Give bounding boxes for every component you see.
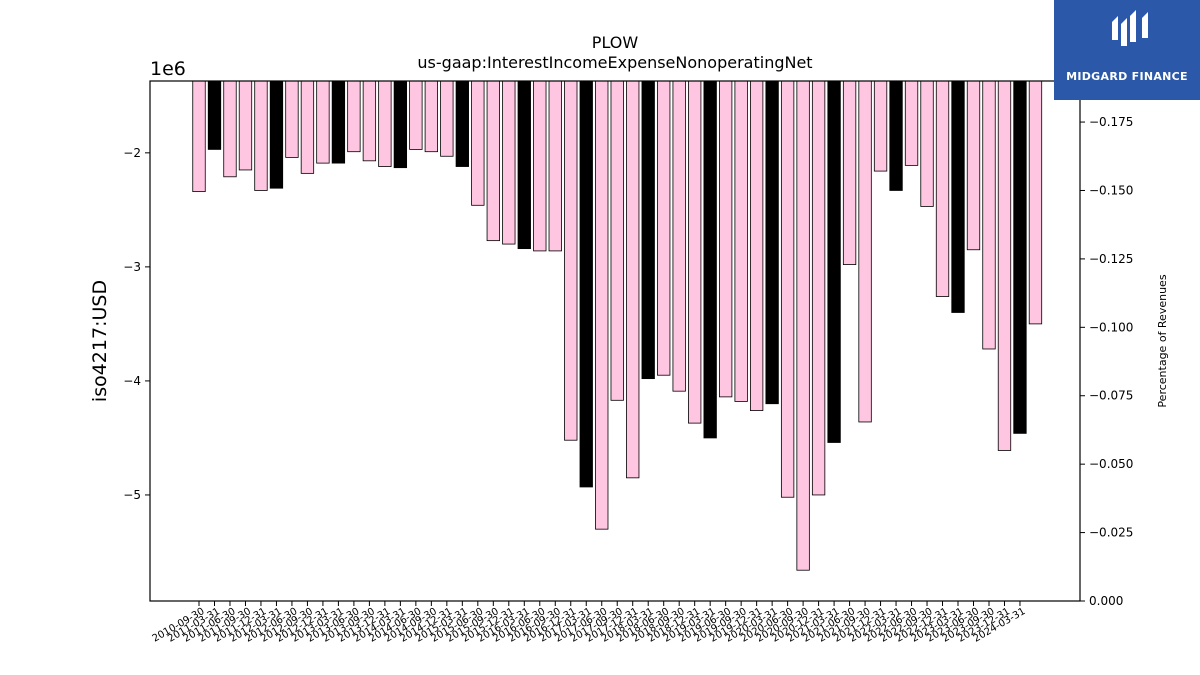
bar-2015-06-30 [486, 80, 500, 242]
y-tick-label: −5 [123, 488, 141, 502]
y-right-tick-label: −0.025 [1089, 526, 1133, 540]
y-tick-label: −2 [123, 146, 141, 160]
bar-2018-06-30 [672, 80, 686, 392]
bar-2021-03-31 [842, 80, 857, 266]
bar-2011-09-30 [254, 80, 268, 191]
y-right-tick-label: −0.075 [1089, 389, 1133, 403]
y-ticks-left-group: −2 −3 −4 −5 [123, 146, 150, 502]
bar-2020-06-30 [796, 80, 810, 571]
y-right-tick-label: −0.175 [1089, 115, 1133, 129]
x-ticks-group: 2010-09-302011-03-312011-06-302011-09-30… [151, 601, 1027, 645]
bar-2018-12-31 [703, 80, 717, 439]
y-right-tick-label: −0.150 [1089, 183, 1133, 197]
bar-2014-09-30 [440, 80, 454, 157]
bar-2018-03-31 [657, 80, 671, 376]
y-axis-label: iso4217:USD [89, 280, 111, 402]
bar-2023-06-30 [982, 80, 996, 350]
bar-2021-06-30 [858, 80, 872, 423]
midgard-logo-icon [1112, 10, 1148, 46]
plot-frame [149, 80, 1081, 602]
bar-2014-06-30 [424, 80, 439, 153]
bar-2013-09-30 [378, 80, 392, 167]
chart-title: PLOW [592, 33, 639, 52]
bar-2015-09-30 [502, 80, 516, 245]
bar-2019-03-31 [719, 80, 733, 398]
logo-text: MIDGARD FINANCE [1066, 70, 1188, 83]
bar-2013-12-31 [393, 80, 408, 169]
bar-2019-09-30 [749, 80, 764, 411]
bar-2014-12-31 [455, 80, 469, 167]
y-right-tick-label: −0.050 [1089, 457, 1133, 471]
y-right-tick-label: −0.100 [1089, 320, 1133, 334]
y-right-tick-label: −0.125 [1089, 252, 1133, 266]
bar-2020-09-30 [811, 80, 826, 496]
bar-2017-12-31 [641, 80, 655, 380]
bar-2016-09-30 [564, 80, 578, 441]
bar-2020-12-31 [827, 80, 841, 443]
y-right-tick-label: 0.000 [1089, 594, 1123, 608]
bar-2012-03-31 [285, 80, 299, 158]
bar-2012-09-30 [316, 80, 330, 164]
bar-2022-03-31 [904, 80, 919, 166]
y-ticks-right-group: 0.000 −0.025 −0.050 −0.075 −0.100 −0.125 −0.15… [1080, 115, 1133, 608]
bar-2023-12-31 [1013, 80, 1027, 434]
bar-2012-06-30 [300, 80, 315, 174]
bar-2023-03-31 [966, 80, 981, 251]
bar-2015-03-31 [471, 80, 485, 206]
y-tick-label: −4 [123, 374, 141, 388]
midgard-logo: MIDGARD FINANCE [1054, 0, 1200, 100]
bar-2017-09-30 [626, 80, 640, 479]
bar-2017-03-31 [595, 80, 609, 530]
bar-2016-12-31 [579, 80, 593, 488]
bar-2014-03-31 [409, 80, 423, 150]
bar-2022-09-30 [935, 80, 950, 297]
bar-2015-12-31 [517, 80, 531, 250]
bar-2021-09-30 [873, 80, 888, 172]
bar-2016-06-30 [548, 80, 562, 252]
bar-2019-06-30 [734, 80, 748, 402]
bar-2021-12-31 [889, 80, 903, 191]
bar-2013-03-31 [347, 80, 361, 153]
bar-2016-03-31 [533, 80, 547, 252]
bar-2010-12-31 [207, 80, 222, 150]
bar-2012-12-31 [331, 80, 346, 164]
bars-group [192, 80, 1043, 571]
bar-2011-03-31 [223, 80, 237, 178]
bar-2011-12-31 [269, 80, 284, 189]
bar-2011-06-30 [238, 80, 253, 171]
chart-subtitle: us-gaap:InterestIncomeExpenseNonoperatin… [417, 53, 812, 72]
bar-2023-09-30 [997, 80, 1012, 451]
bar-2018-09-30 [688, 80, 702, 424]
y-axis-right-label: Percentage of Revenues [1156, 274, 1169, 407]
y-tick-label: −3 [123, 260, 141, 274]
bar-2022-12-31 [951, 80, 965, 313]
bar-2017-06-30 [610, 80, 624, 401]
bar-2013-06-30 [362, 80, 377, 162]
bar-2024-03-31 [1028, 80, 1043, 325]
bar-2022-06-30 [920, 80, 934, 207]
bar-2010-09-30 [192, 80, 206, 193]
bar-2019-12-31 [765, 80, 779, 405]
bar-2020-03-31 [780, 80, 795, 498]
y-offset-label: 1e6 [150, 58, 186, 80]
